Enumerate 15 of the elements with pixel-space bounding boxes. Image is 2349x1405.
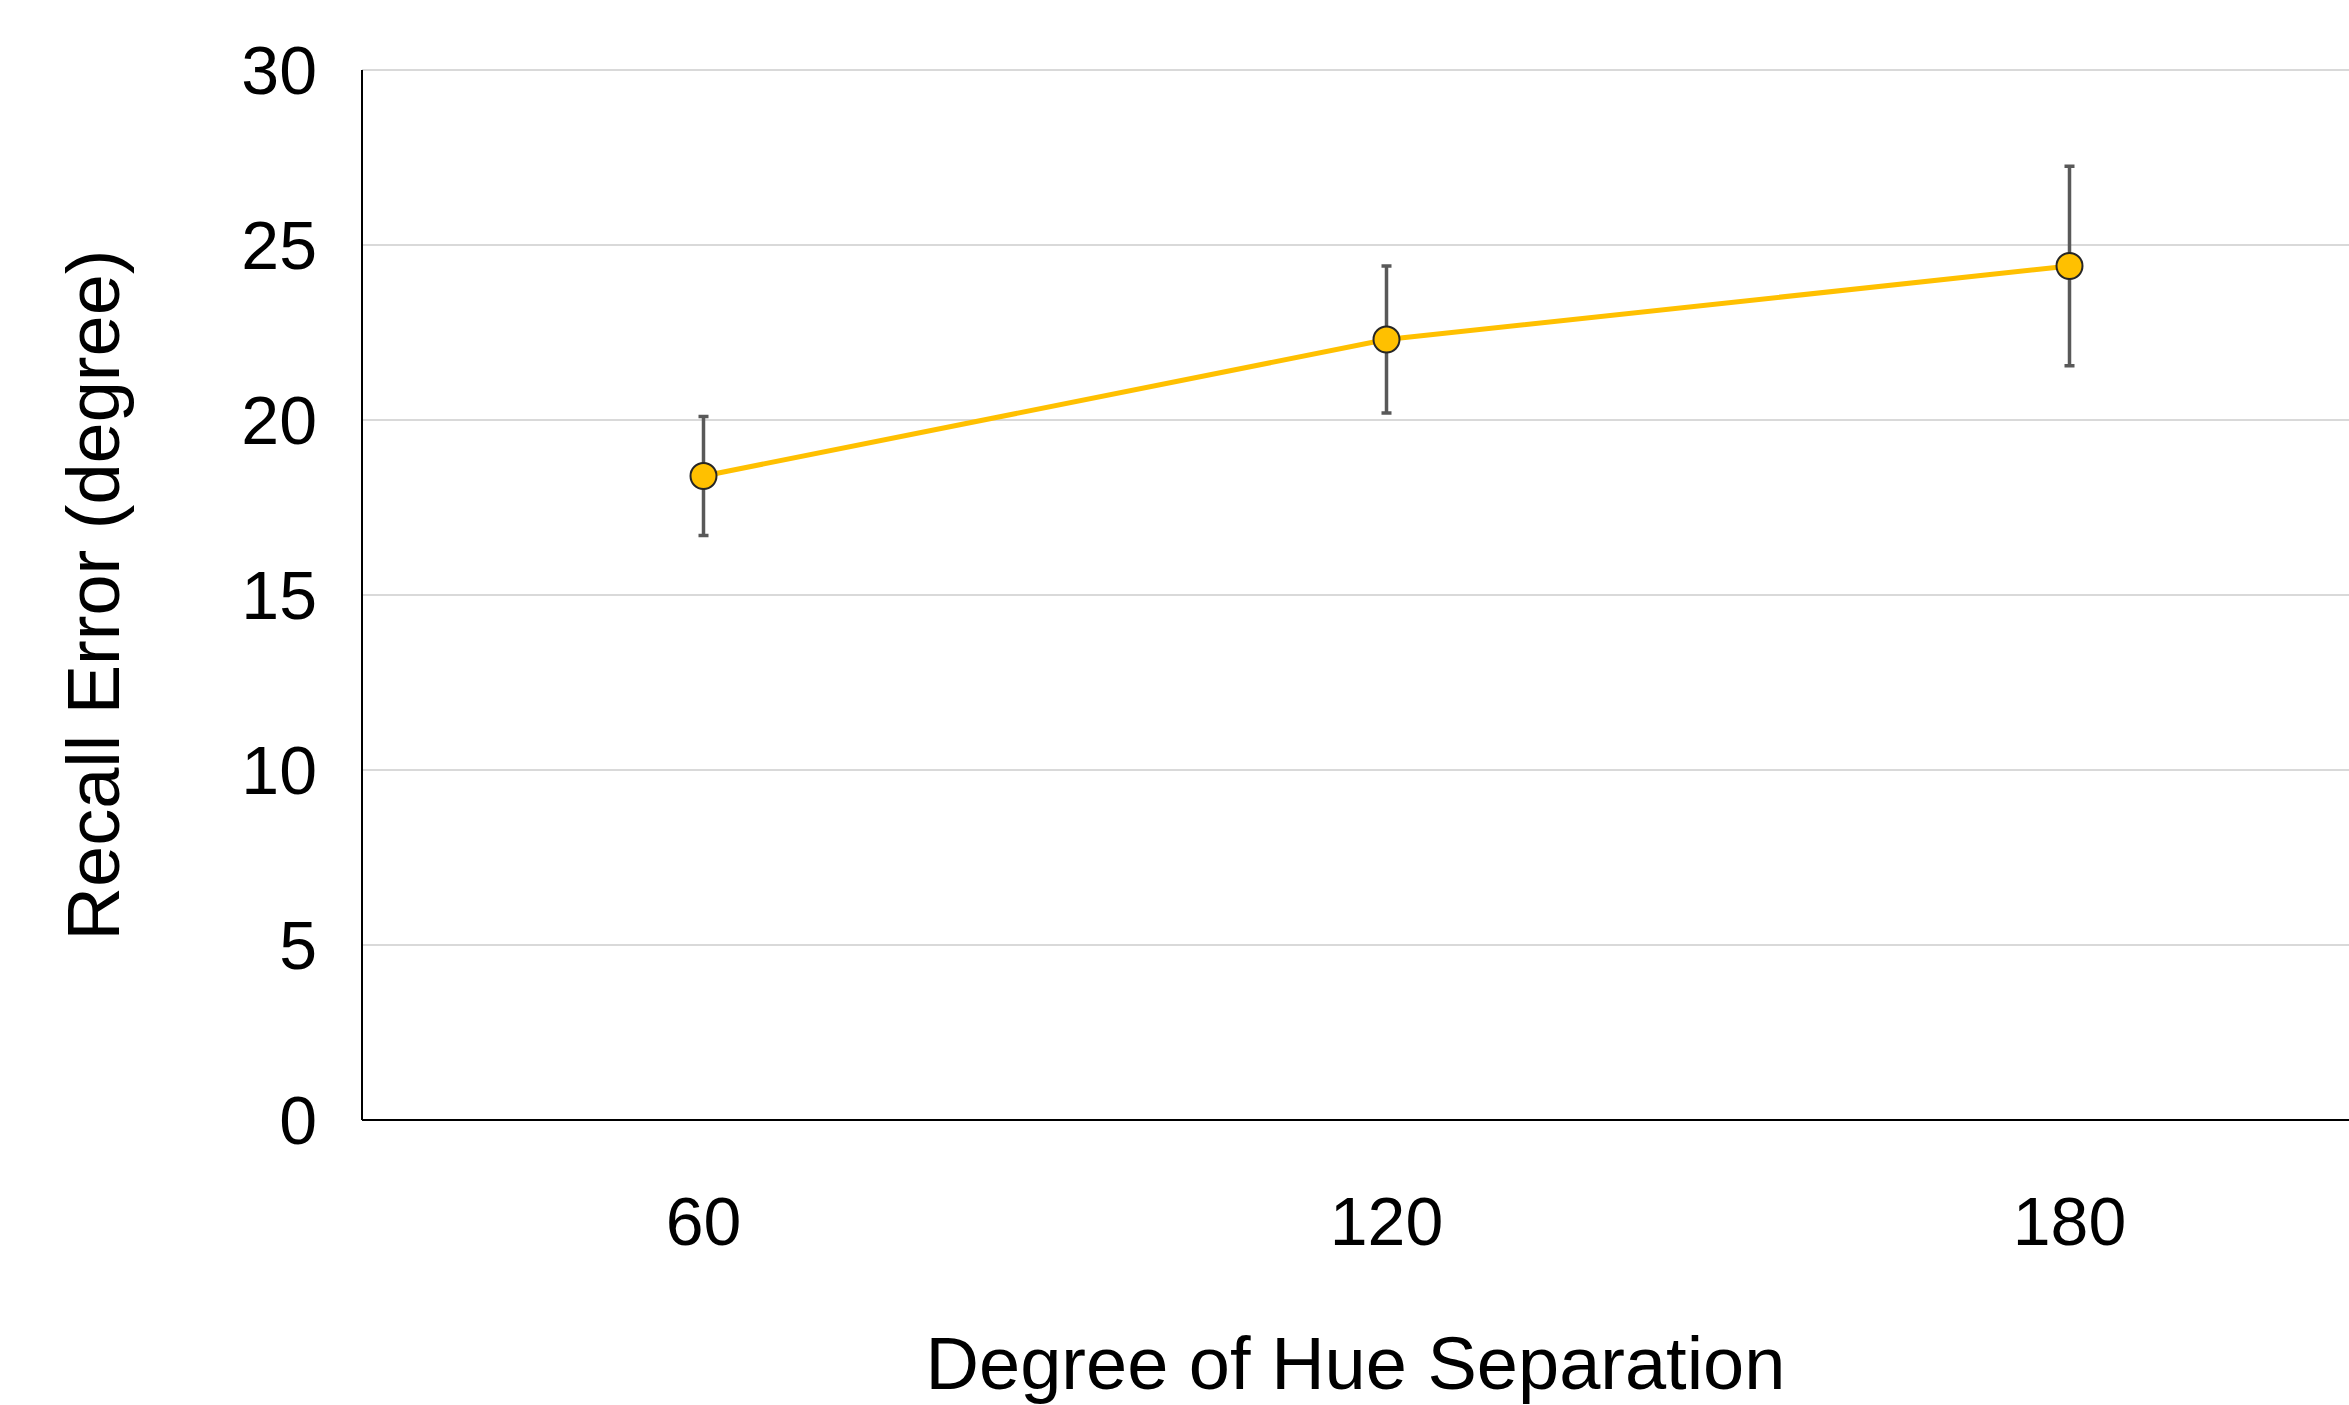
y-axis-title: Recall Error (degree) [51,249,135,941]
x-tick-label: 120 [1329,1182,1444,1259]
y-tick-label: 0 [279,1081,317,1158]
y-tick-label: 25 [241,206,317,283]
y-tick-label: 15 [241,556,317,633]
point [2055,252,2084,280]
y-tick-label: 30 [241,31,317,108]
point [1372,325,1401,354]
y-tick-label: 20 [241,381,317,458]
x-tick-label: 180 [2012,1182,2127,1259]
y-tick-label: 5 [279,906,317,983]
x-axis-title: Degree of Hue Separation [925,1321,1786,1405]
x-tick-label: 60 [665,1182,742,1259]
point [689,462,718,490]
y-tick-label: 10 [241,731,317,808]
